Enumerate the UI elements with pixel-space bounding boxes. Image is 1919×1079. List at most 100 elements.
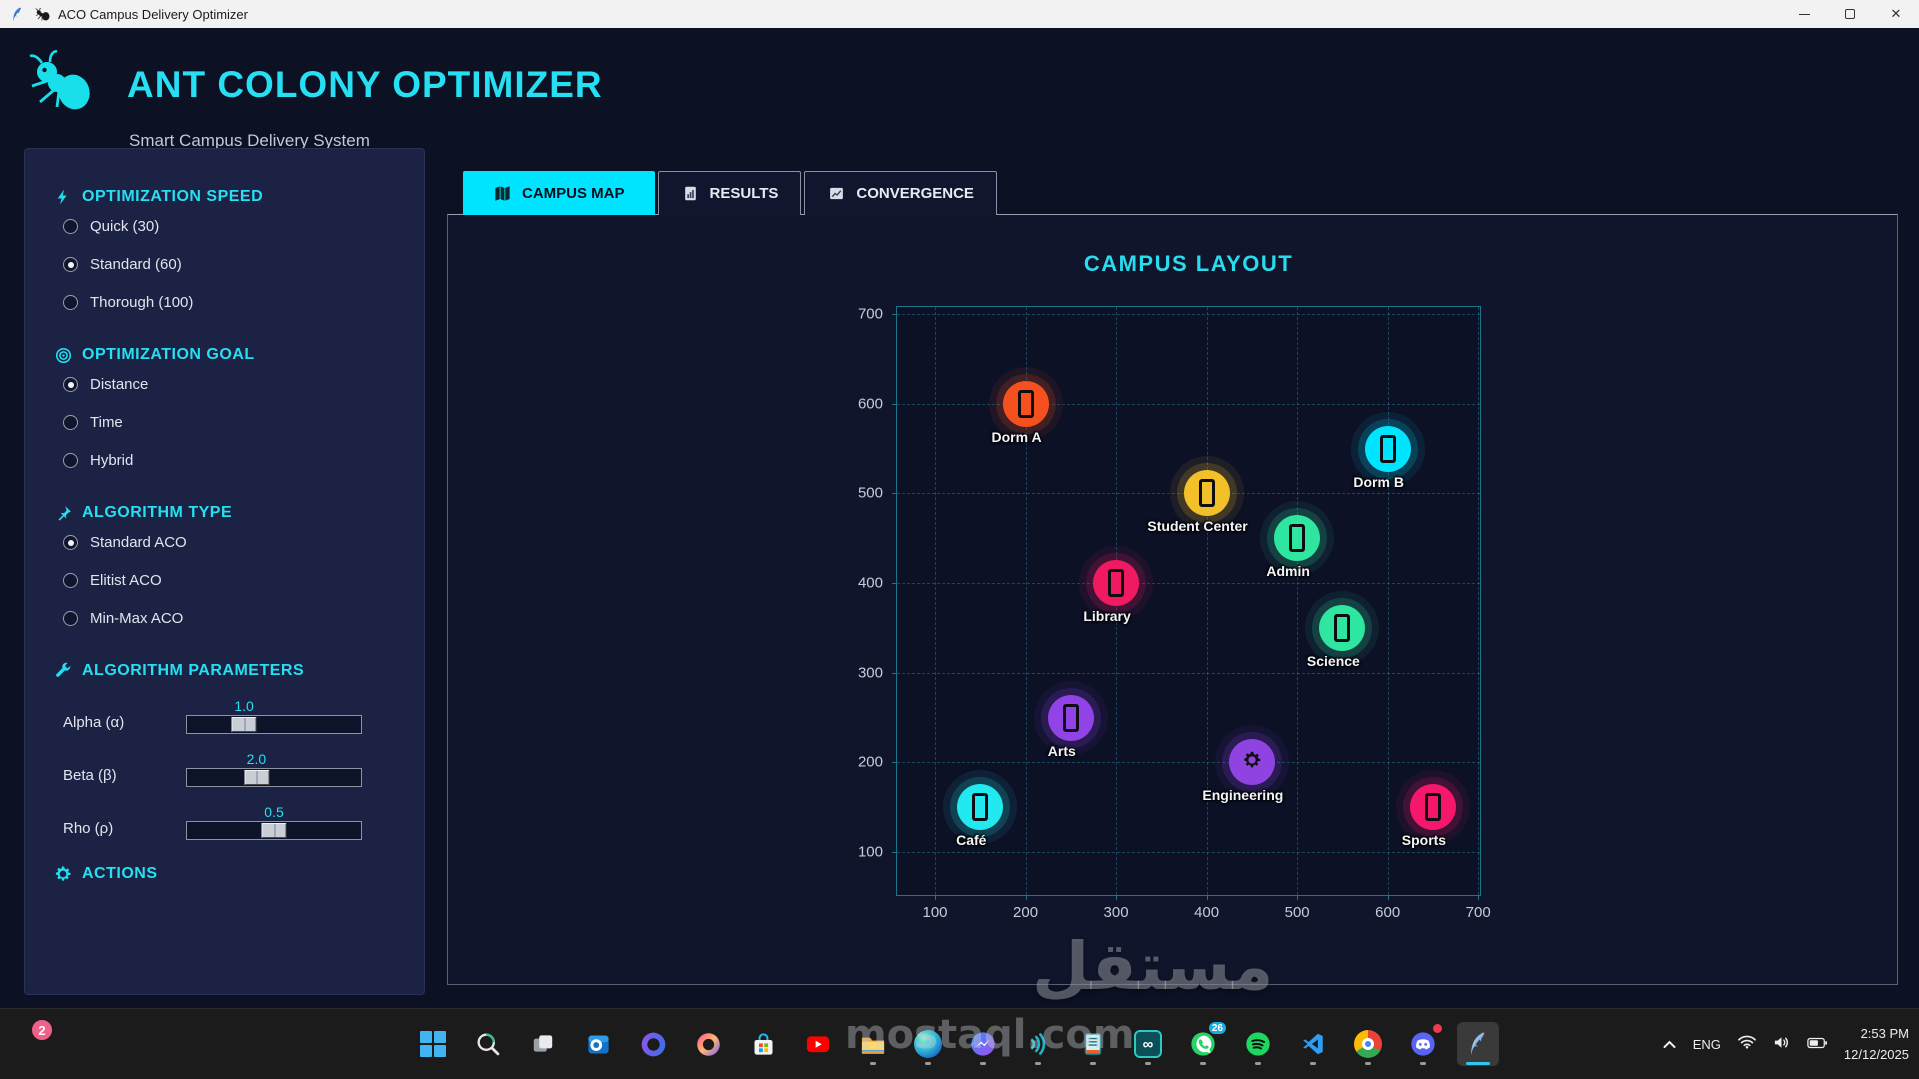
x-tick-label: 700	[1465, 904, 1491, 921]
taskbar-audio-wave-icon[interactable]	[1017, 1022, 1059, 1066]
radio-option-speed-0[interactable]: Quick (30)	[53, 208, 424, 245]
taskbar-spotify-icon[interactable]	[1237, 1022, 1279, 1066]
slider-handle[interactable]	[261, 823, 287, 838]
app-header: ANT COLONY OPTIMIZER Smart Campus Delive…	[0, 28, 1919, 150]
taskbar-infinity-app-icon[interactable]: ∞	[1127, 1022, 1169, 1066]
campus-node-dorm-b	[1364, 425, 1411, 472]
gridline	[1206, 307, 1208, 895]
radio-circle-icon	[63, 257, 78, 272]
radio-option-goal-2[interactable]: Hybrid	[53, 442, 424, 479]
tray-clock[interactable]: 2:53 PM 12/12/2025	[1844, 1024, 1909, 1064]
campus-node-label: Dorm B	[1353, 473, 1404, 490]
taskbar-store-icon[interactable]	[742, 1022, 784, 1066]
tab-campus-map[interactable]: CAMPUS MAP	[463, 171, 655, 215]
close-icon: ✕	[1890, 6, 1902, 21]
tab-label: RESULTS	[709, 185, 779, 202]
chart-title: CAMPUS LAYOUT	[1083, 251, 1294, 276]
taskbar-m365-icon[interactable]	[632, 1022, 674, 1066]
campus-node-sports	[1409, 784, 1456, 831]
close-button[interactable]: ✕	[1873, 0, 1919, 28]
building-glyph-icon	[1424, 793, 1441, 822]
tab-results[interactable]: RESULTS	[657, 171, 802, 215]
x-tick-label: 600	[1375, 904, 1401, 921]
radio-option-algorithm-2[interactable]: Min-Max ACO	[53, 600, 424, 637]
slider-trough[interactable]	[186, 768, 362, 787]
taskbar-search-icon[interactable]	[467, 1022, 509, 1066]
running-indicator	[1255, 1062, 1261, 1065]
battery-icon[interactable]	[1807, 1036, 1827, 1054]
radio-circle-icon	[63, 573, 78, 588]
x-tick-label: 500	[1284, 904, 1310, 921]
taskbar-discord-icon[interactable]	[1402, 1022, 1444, 1066]
tab-label: CONVERGENCE	[856, 185, 974, 202]
param-value: 0.5	[186, 804, 362, 821]
building-glyph-icon	[1062, 703, 1079, 732]
tab-label: CAMPUS MAP	[522, 185, 625, 202]
lightning-icon	[53, 187, 73, 207]
radio-circle-icon	[63, 453, 78, 468]
notification-badge[interactable]: 2	[30, 1018, 54, 1042]
wifi-icon[interactable]	[1738, 1035, 1756, 1054]
gridline	[1025, 307, 1027, 895]
slider-handle[interactable]	[231, 717, 257, 732]
taskbar-edge-sphere-icon[interactable]	[907, 1022, 949, 1066]
volume-icon[interactable]	[1773, 1035, 1790, 1055]
titlebar: ACO Campus Delivery Optimizer ✕	[0, 0, 1919, 28]
campus-node-science	[1319, 604, 1366, 651]
tick-mark	[1025, 895, 1027, 900]
taskbar-notes-icon[interactable]	[1072, 1022, 1114, 1066]
tick-mark	[1297, 895, 1299, 900]
radio-option-goal-0[interactable]: Distance	[53, 366, 424, 403]
gridline	[897, 403, 1480, 405]
slider-handle[interactable]	[244, 770, 270, 785]
tab-convergence[interactable]: CONVERGENCE	[804, 171, 997, 215]
radio-option-algorithm-1[interactable]: Elitist ACO	[53, 562, 424, 599]
y-tick-label: 300	[857, 664, 883, 682]
minimize-button[interactable]	[1781, 0, 1827, 28]
feather-icon	[8, 5, 26, 23]
building-glyph-icon	[1289, 524, 1306, 553]
ant-logo-icon	[28, 49, 96, 121]
ant-small-icon	[33, 5, 51, 23]
taskbar-file-explorer-icon[interactable]	[852, 1022, 894, 1066]
tray-date: 12/12/2025	[1843, 1046, 1909, 1062]
slider-trough[interactable]	[186, 821, 362, 840]
taskbar-vscode-icon[interactable]	[1292, 1022, 1334, 1066]
y-tick-label: 100	[857, 843, 883, 861]
section-header-actions: ACTIONS	[53, 864, 424, 884]
running-indicator	[980, 1062, 986, 1065]
radio-option-algorithm-0[interactable]: Standard ACO	[53, 524, 424, 561]
x-tick-label: 400	[1194, 904, 1220, 921]
x-tick-label: 100	[922, 904, 948, 921]
taskbar-copilot-icon[interactable]	[687, 1022, 729, 1066]
taskbar-youtube-icon[interactable]	[797, 1022, 839, 1066]
taskbar-python-app-icon[interactable]	[1457, 1022, 1499, 1066]
language-indicator[interactable]: ENG	[1692, 1037, 1721, 1052]
taskbar-task-view-icon[interactable]	[522, 1022, 564, 1066]
taskbar-whatsapp-icon[interactable]: 26	[1182, 1020, 1228, 1066]
param-value: 2.0	[186, 751, 362, 768]
maximize-button[interactable]	[1827, 0, 1873, 28]
running-indicator	[1310, 1062, 1316, 1065]
tick-mark	[892, 851, 897, 853]
section-header-speed: OPTIMIZATION SPEED	[53, 187, 424, 207]
building-glyph-icon	[1334, 613, 1351, 642]
campus-node-label: Arts	[1047, 742, 1076, 759]
building-glyph-icon	[1379, 434, 1396, 463]
taskbar-messenger-icon[interactable]	[962, 1022, 1004, 1066]
slider-trough[interactable]	[186, 715, 362, 734]
radio-option-speed-1[interactable]: Standard (60)	[53, 246, 424, 283]
app-title: ANT COLONY OPTIMIZER	[127, 64, 603, 105]
radio-label: Hybrid	[90, 452, 134, 469]
tick-mark	[1116, 895, 1118, 900]
radio-option-goal-1[interactable]: Time	[53, 404, 424, 441]
gridline	[897, 672, 1480, 674]
taskbar-chrome-icon[interactable]	[1347, 1022, 1389, 1066]
taskbar-start-icon[interactable]	[412, 1022, 454, 1066]
wrench-icon	[53, 661, 73, 681]
radio-option-speed-2[interactable]: Thorough (100)	[53, 284, 424, 321]
pin-icon	[53, 503, 73, 523]
tray-chevron-icon[interactable]	[1663, 1036, 1676, 1054]
taskbar-outlook-icon[interactable]	[577, 1022, 619, 1066]
gear-glyph-icon	[1241, 749, 1263, 776]
